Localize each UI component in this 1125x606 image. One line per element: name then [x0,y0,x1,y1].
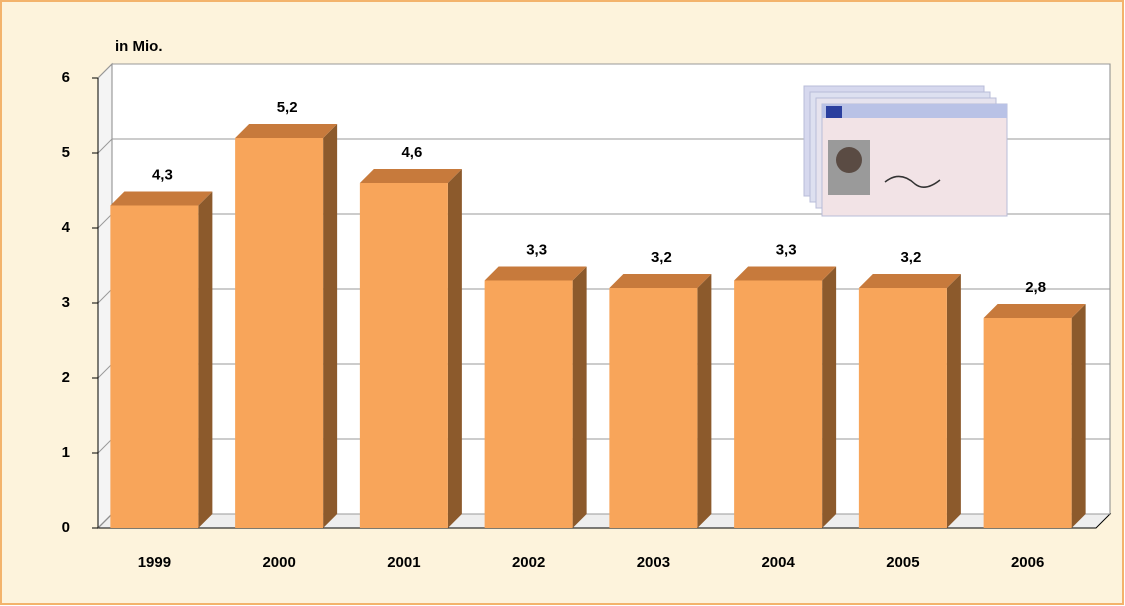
bar-top [235,124,338,138]
bar [734,280,823,528]
grid-line [97,438,113,454]
bar-side [697,274,712,528]
bar [609,288,698,528]
y-axis-label: in Mio. [115,38,163,55]
bar-side [946,274,961,528]
bar-side [822,266,837,528]
y-tick-label: 6 [62,69,70,86]
grid-line [97,213,113,229]
x-tick-label: 2001 [387,554,420,571]
y-tick-label: 1 [62,444,70,461]
bar [110,205,199,528]
y-tick-label: 4 [62,219,71,236]
bar-side [198,191,213,528]
data-label: 3,2 [651,249,672,266]
data-label: 3,2 [900,249,921,266]
bar-side [572,266,587,528]
bar-top [359,169,462,183]
bar [235,138,324,528]
x-tick-label: 2006 [1011,554,1044,571]
y-tick-label: 2 [62,369,70,386]
grid-line [97,63,113,79]
x-tick-label: 1999 [138,554,171,571]
x-tick-label: 2004 [761,554,795,571]
data-label: 4,6 [401,144,422,161]
y-tick-label: 0 [62,519,70,536]
grid-line [97,513,113,529]
bar-top [110,191,213,206]
bar-top [858,274,961,288]
license-image [803,85,1008,217]
data-label: 3,3 [526,241,547,258]
x-tick-label: 2000 [262,554,295,571]
grid-line [97,288,113,304]
data-label: 4,3 [152,166,173,183]
data-label: 2,8 [1025,279,1046,296]
x-tick-label: 2002 [512,554,545,571]
x-tick-label: 2005 [886,554,919,571]
data-label: 3,3 [776,241,797,258]
x-tick-label: 2003 [637,554,670,571]
bar-top [609,274,712,288]
bar [858,288,947,528]
bar-top [484,266,587,281]
bar-top [734,266,837,281]
data-label: 5,2 [277,99,298,116]
bar [484,280,573,528]
grid-line [97,363,113,379]
bar-side [1071,304,1086,528]
bar [359,183,448,528]
y-tick-label: 5 [62,144,70,161]
bar-side [447,169,462,528]
bar-side [323,124,338,528]
bar [983,318,1072,528]
grid-line [97,138,113,154]
bar-top [983,304,1086,318]
y-tick-label: 3 [62,294,70,311]
